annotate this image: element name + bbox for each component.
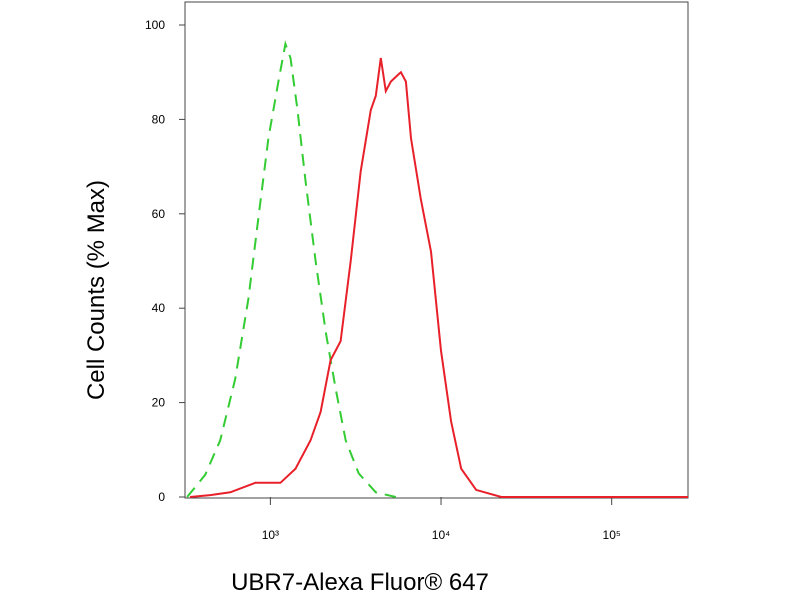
y-axis-label: Cell Counts (% Max): [83, 180, 110, 400]
y-tick-label: 40: [152, 301, 166, 315]
x-tick-label: 10³: [262, 528, 279, 542]
x-tick-label: 10⁵: [603, 528, 621, 542]
y-tick-label: 20: [152, 396, 166, 410]
y-tick-label: 60: [152, 207, 166, 221]
y-tick-label: 0: [158, 490, 165, 504]
x-axis-label: UBR7-Alexa Fluor® 647: [231, 569, 489, 596]
y-tick-label: 100: [145, 18, 165, 32]
histogram-line: [189, 57, 688, 498]
histogram-line: [186, 40, 397, 498]
y-tick-label: 80: [152, 112, 166, 126]
plot-frame: [184, 1, 689, 499]
x-tick-label: 10⁴: [432, 528, 451, 542]
